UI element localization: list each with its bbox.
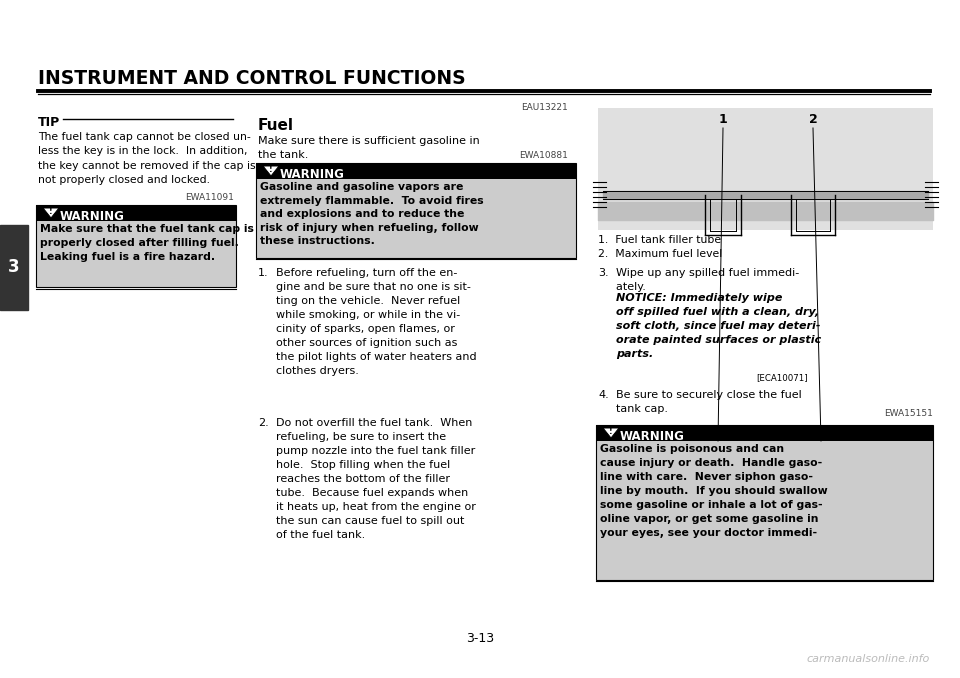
Text: Make sure that the fuel tank cap is
properly closed after filling fuel.
Leaking : Make sure that the fuel tank cap is prop… bbox=[40, 224, 253, 262]
Text: !: ! bbox=[269, 165, 273, 174]
Bar bbox=[0, 225, 28, 310]
Bar bbox=[36, 205, 236, 221]
Text: NOTICE: Immediately wipe
off spilled fuel with a clean, dry,
soft cloth, since f: NOTICE: Immediately wipe off spilled fue… bbox=[616, 293, 821, 359]
Text: Before refueling, turn off the en-
gine and be sure that no one is sit-
ting on : Before refueling, turn off the en- gine … bbox=[276, 268, 476, 376]
Polygon shape bbox=[263, 166, 279, 176]
Text: 1.: 1. bbox=[258, 268, 269, 278]
Polygon shape bbox=[43, 208, 59, 218]
Text: WARNING: WARNING bbox=[280, 169, 345, 182]
Bar bbox=[256, 163, 576, 258]
Text: [ECA10071]: [ECA10071] bbox=[756, 373, 807, 382]
Bar bbox=[256, 163, 576, 179]
Text: Fuel: Fuel bbox=[258, 118, 294, 133]
Text: carmanualsonline.info: carmanualsonline.info bbox=[806, 654, 930, 664]
Text: 2.  Maximum fuel level: 2. Maximum fuel level bbox=[598, 249, 722, 259]
Text: Gasoline is poisonous and can
cause injury or death.  Handle gaso-
line with car: Gasoline is poisonous and can cause inju… bbox=[600, 444, 828, 538]
Text: !: ! bbox=[610, 428, 612, 437]
Text: Be sure to securely close the fuel
tank cap.: Be sure to securely close the fuel tank … bbox=[616, 390, 802, 414]
Text: 3-13: 3-13 bbox=[466, 631, 494, 645]
Text: 3: 3 bbox=[9, 258, 20, 277]
Text: EWA11091: EWA11091 bbox=[185, 193, 234, 202]
Text: EWA10881: EWA10881 bbox=[519, 151, 568, 160]
Text: EWA15151: EWA15151 bbox=[884, 409, 933, 418]
Text: 1: 1 bbox=[719, 113, 728, 126]
Text: Wipe up any spilled fuel immedi-
ately.: Wipe up any spilled fuel immedi- ately. bbox=[616, 268, 800, 292]
Text: 2: 2 bbox=[808, 113, 817, 126]
Polygon shape bbox=[603, 428, 619, 438]
Bar bbox=[36, 205, 236, 287]
Text: WARNING: WARNING bbox=[60, 210, 125, 224]
Text: 4.: 4. bbox=[598, 390, 609, 400]
Bar bbox=[596, 425, 933, 580]
Text: The fuel tank cap cannot be closed un-
less the key is in the lock.  In addition: The fuel tank cap cannot be closed un- l… bbox=[38, 132, 255, 185]
Text: 3.: 3. bbox=[598, 268, 609, 278]
Text: TIP: TIP bbox=[38, 116, 60, 129]
Text: Make sure there is sufficient gasoline in
the tank.: Make sure there is sufficient gasoline i… bbox=[258, 136, 480, 160]
Bar bbox=[598, 108, 933, 230]
Text: WARNING: WARNING bbox=[620, 431, 684, 443]
Text: 1.  Fuel tank filler tube: 1. Fuel tank filler tube bbox=[598, 235, 721, 245]
Bar bbox=[596, 425, 933, 441]
Text: Do not overfill the fuel tank.  When
refueling, be sure to insert the
pump nozzl: Do not overfill the fuel tank. When refu… bbox=[276, 418, 476, 540]
Text: 2.: 2. bbox=[258, 418, 269, 428]
Text: EAU13221: EAU13221 bbox=[521, 103, 568, 112]
Text: INSTRUMENT AND CONTROL FUNCTIONS: INSTRUMENT AND CONTROL FUNCTIONS bbox=[38, 69, 466, 88]
Text: Gasoline and gasoline vapors are
extremely flammable.  To avoid fires
and explos: Gasoline and gasoline vapors are extreme… bbox=[260, 182, 484, 246]
Text: !: ! bbox=[49, 207, 53, 216]
